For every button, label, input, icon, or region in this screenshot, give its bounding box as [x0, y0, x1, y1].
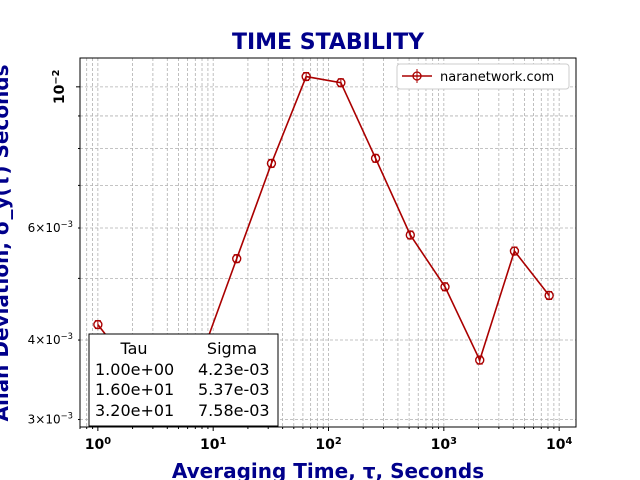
- y-tick-label: 10−2: [51, 70, 69, 105]
- data-point: [475, 355, 485, 365]
- legend: naranetwork.com: [396, 63, 570, 90]
- chart-title: TIME STABILITY: [232, 30, 425, 55]
- data-point: [93, 319, 103, 330]
- y-tick-label: 4×10−3: [28, 331, 73, 347]
- x-tick-label: 101: [200, 436, 226, 454]
- y-axis-label: Allan Deviation, σ_y(τ) Seconds: [0, 64, 13, 421]
- x-tick-label: 104: [546, 436, 572, 454]
- ticks: 100 101 102 103 104 3×10−3 4×10−3 6×10−3 10−2: [28, 70, 573, 453]
- legend-marker-swatch: [412, 71, 422, 81]
- table-cell-sigma: 7.58e-03: [198, 401, 270, 420]
- data-point: [440, 282, 450, 292]
- x-tick-label: 102: [315, 436, 341, 454]
- table-cell-tau: 1.00e+00: [95, 360, 174, 379]
- x-axis-label: Averaging Time, τ, Seconds: [172, 459, 484, 480]
- plot-frame: [79, 57, 577, 428]
- legend-box: [396, 63, 570, 90]
- stats-table-box: [88, 333, 279, 427]
- data-point: [266, 158, 277, 169]
- data-point: [336, 78, 346, 88]
- table-header-sigma: Sigma: [207, 339, 257, 358]
- stats-table: Tau Sigma 1.00e+00 4.23e-03 1.60e+01 5.3…: [88, 333, 279, 427]
- data-point: [301, 71, 311, 82]
- x-tick-label: 103: [431, 436, 457, 454]
- data-point: [232, 253, 242, 264]
- table-cell-tau: 1.60e+01: [95, 380, 174, 399]
- data-point: [544, 290, 554, 301]
- data-point: [370, 153, 381, 164]
- table-header-tau: Tau: [119, 339, 147, 358]
- data-point: [405, 230, 415, 240]
- legend-label: naranetwork.com: [440, 70, 554, 85]
- x-tick-label: 100: [85, 436, 111, 454]
- data-point: [509, 246, 520, 256]
- table-cell-sigma: 5.37e-03: [198, 380, 270, 399]
- table-cell-sigma: 4.23e-03: [198, 360, 270, 379]
- table-cell-tau: 3.20e+01: [95, 401, 174, 420]
- y-tick-label: 6×10−3: [28, 219, 73, 235]
- y-tick-label: 3×10−3: [28, 411, 73, 427]
